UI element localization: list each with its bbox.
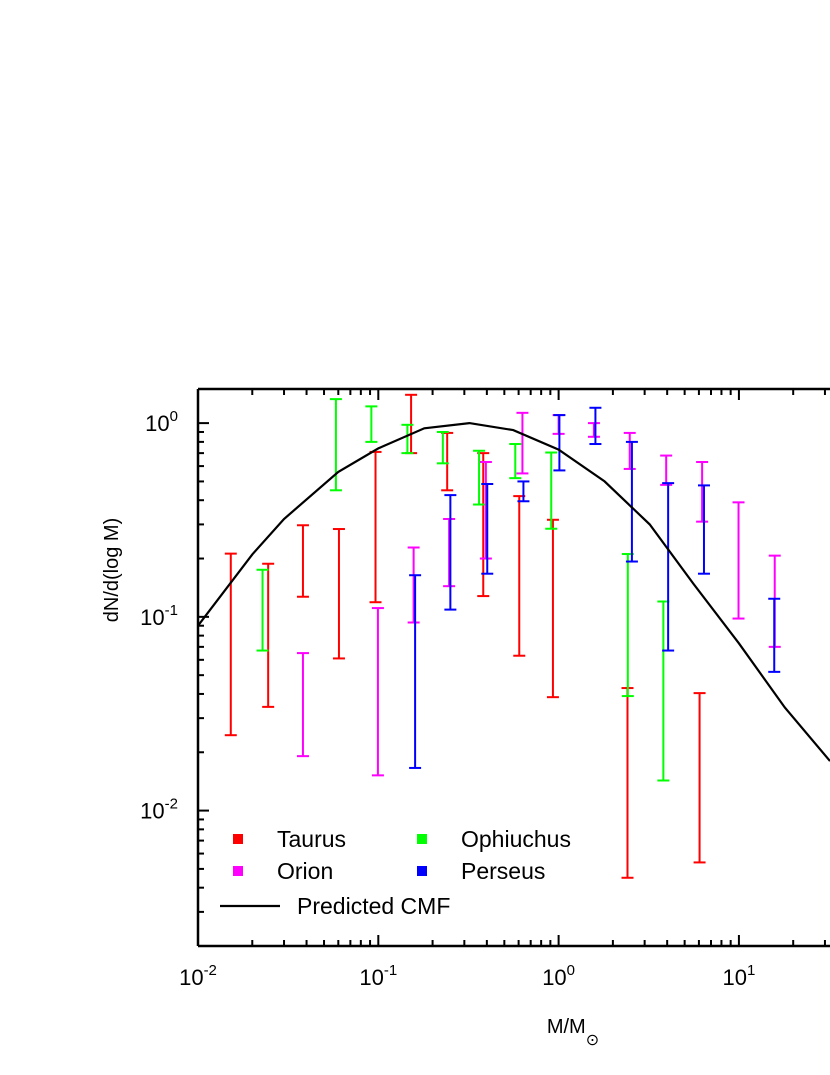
errorbar-perseus	[625, 440, 638, 563]
errorbar-ophiuchus	[401, 423, 414, 455]
legend: Taurus Ophiuchus Orion Perseus Predicted CMF	[220, 826, 571, 919]
legend-marker	[417, 866, 427, 876]
series-orion	[296, 411, 781, 777]
errorbar-taurus	[621, 687, 634, 879]
legend-marker	[233, 866, 243, 876]
errorbar-ophiuchus	[473, 449, 486, 506]
x-tick-label: 10-2	[179, 962, 217, 990]
legend-item-ophiuchus: Ophiuchus	[417, 826, 571, 852]
tick-labels: 10-2 10-1 100 101 10-2 10-1 100	[140, 408, 755, 990]
errorbar-ophiuchus	[621, 553, 634, 698]
errorbar-perseus	[589, 406, 602, 446]
legend-label: Ophiuchus	[461, 826, 571, 852]
errorbar-orion	[623, 431, 636, 470]
legend-item-orion: Orion	[233, 858, 333, 884]
errorbar-taurus	[332, 528, 345, 660]
errorbar-taurus	[262, 562, 275, 708]
errorbar-perseus	[662, 482, 675, 652]
legend-item-taurus: Taurus	[233, 826, 346, 852]
y-axis-title: dN/d(log M)	[101, 518, 123, 622]
errorbar-orion	[407, 546, 420, 624]
legend-label: Perseus	[461, 858, 545, 884]
errorbar-ophiuchus	[365, 405, 378, 443]
errorbar-ophiuchus	[256, 568, 269, 652]
axis-ticks	[197, 389, 826, 947]
legend-item-predicted-cmf: Predicted CMF	[220, 893, 450, 919]
errorbar-orion	[516, 411, 529, 475]
errorbar-orion	[296, 652, 309, 758]
x-tick-label: 101	[723, 962, 756, 990]
x-axis-title: M/M⊙	[547, 1016, 599, 1049]
x-tick-label: 100	[542, 962, 575, 990]
errorbar-orion	[660, 454, 673, 486]
errorbar-perseus	[409, 574, 422, 769]
errorbar-perseus	[517, 480, 530, 503]
errorbar-ophiuchus	[545, 451, 558, 530]
errorbar-orion	[696, 460, 709, 523]
legend-label: Predicted CMF	[297, 893, 450, 919]
errorbar-perseus	[697, 484, 710, 575]
errorbar-taurus	[369, 450, 382, 604]
y-tick-label: 10-2	[140, 796, 178, 824]
legend-item-perseus: Perseus	[417, 858, 545, 884]
y-tick-label: 100	[145, 408, 178, 436]
errorbar-perseus	[553, 414, 566, 472]
errorbar-orion	[371, 607, 384, 777]
errorbar-ophiuchus	[436, 430, 449, 465]
plot-marks	[198, 393, 830, 879]
errorbar-orion	[479, 460, 492, 560]
line-predicted-cmf	[198, 421, 830, 762]
errorbar-orion	[443, 517, 456, 588]
errorbar-taurus	[513, 495, 526, 657]
x-tick-label: 10-1	[359, 962, 397, 990]
legend-marker	[417, 834, 427, 844]
errorbar-perseus	[444, 494, 457, 611]
errorbar-taurus	[296, 524, 309, 598]
errorbar-perseus	[768, 597, 781, 673]
errorbar-perseus	[481, 482, 494, 575]
series-taurus	[224, 393, 706, 879]
errorbar-ophiuchus	[509, 443, 522, 480]
errorbar-taurus	[693, 692, 706, 864]
legend-marker	[233, 834, 243, 844]
errorbar-orion	[732, 501, 745, 620]
legend-label: Orion	[277, 858, 333, 884]
errorbar-orion	[587, 422, 600, 438]
y-tick-label: 10-1	[140, 602, 178, 630]
errorbar-taurus	[546, 518, 559, 699]
series-perseus	[409, 406, 781, 769]
series-ophiuchus	[256, 398, 670, 782]
legend-label: Taurus	[277, 826, 346, 852]
